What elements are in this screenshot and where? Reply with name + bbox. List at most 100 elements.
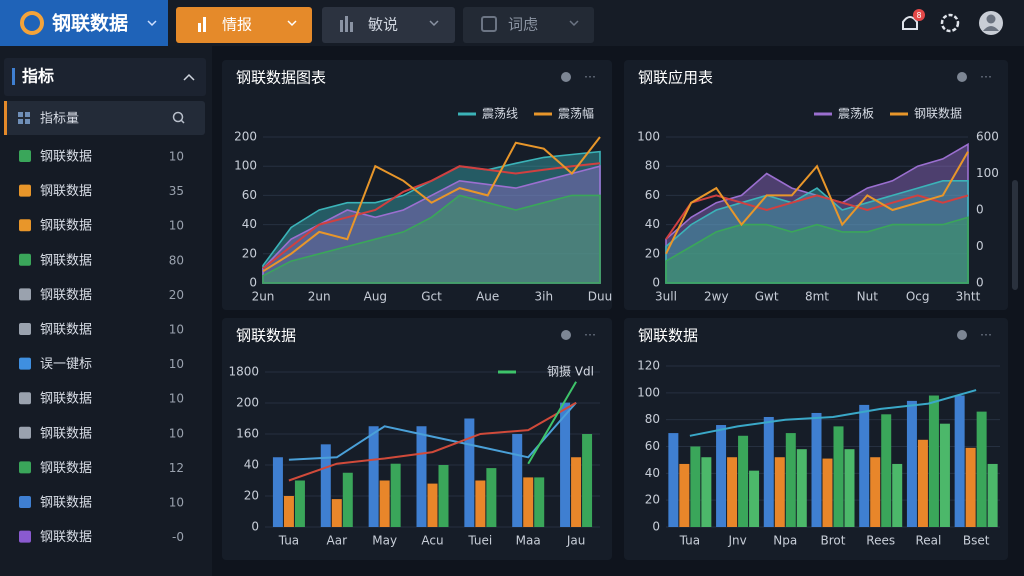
- item-count: 12: [169, 461, 184, 475]
- line: [527, 381, 577, 465]
- search-icon-grid: [18, 119, 23, 124]
- panel-icon: [957, 330, 967, 340]
- item-icon: [19, 184, 31, 197]
- bar: [716, 425, 727, 527]
- item-count: 10: [169, 496, 184, 510]
- panel-menu: ⋯: [980, 328, 992, 342]
- item-count: 10: [169, 357, 184, 371]
- x-tick-label: Gwt: [755, 290, 779, 304]
- y-tick-label: 60: [645, 439, 660, 453]
- bar: [534, 477, 545, 527]
- search-icon: [172, 111, 184, 123]
- x-tick-label: Jau: [566, 534, 586, 548]
- search-row[interactable]: [4, 101, 205, 135]
- item-label: 钢联数据: [40, 253, 92, 268]
- bar: [571, 457, 582, 527]
- bar: [749, 470, 760, 527]
- tab[interactable]: [322, 7, 455, 43]
- y-tick-label: 200: [236, 396, 259, 410]
- x-tick-label: Nut: [857, 290, 879, 304]
- x-tick-label: Aue: [476, 290, 499, 304]
- x-tick-label: Maa: [516, 534, 541, 548]
- tab[interactable]: [463, 7, 594, 43]
- item-label: 钢联数据: [40, 288, 92, 303]
- bar: [976, 411, 987, 527]
- avatar-body: [983, 26, 999, 31]
- x-tick-label: 2un: [308, 290, 331, 304]
- bar: [928, 395, 939, 527]
- item-icon: [19, 357, 31, 370]
- item-count: 35: [169, 184, 184, 198]
- x-tick-label: Bset: [963, 534, 990, 548]
- item-label: 钢联数据: [40, 461, 92, 476]
- tab-label: 敏说: [368, 16, 398, 34]
- bar: [763, 416, 774, 527]
- x-tick-label: 2un: [252, 290, 275, 304]
- panel-menu: ⋯: [584, 328, 596, 342]
- chevron: [429, 20, 439, 27]
- scrollbar[interactable]: [1012, 180, 1018, 290]
- x-tick-label: Npa: [773, 534, 797, 548]
- tab[interactable]: [176, 7, 312, 43]
- y2-tick-label: 100: [976, 166, 999, 180]
- item-icon: [19, 461, 31, 474]
- collapse-icon[interactable]: [183, 73, 195, 81]
- panel-menu: ⋯: [980, 70, 992, 84]
- x-tick-label: May: [372, 534, 397, 548]
- badge-count: 8: [916, 11, 921, 20]
- panel-icon: [957, 72, 967, 82]
- bar: [331, 499, 342, 527]
- item-icon: [19, 219, 31, 232]
- legend-label: 震荡板: [838, 107, 874, 121]
- logo-block[interactable]: [0, 0, 168, 46]
- panel-title: 钢联数据: [236, 327, 296, 345]
- y-tick-label: 20: [645, 493, 660, 507]
- settings-icon[interactable]: [940, 13, 960, 33]
- line: [665, 194, 969, 240]
- item-label: 钢联数据: [40, 530, 92, 545]
- item-icon: [19, 426, 31, 439]
- legend-label: 震荡线: [482, 107, 518, 121]
- search-icon-grid: [18, 112, 23, 117]
- y-tick-label: 1800: [228, 365, 259, 379]
- line: [288, 401, 577, 482]
- search-icon: [180, 119, 185, 124]
- y2-tick-label: 0: [976, 239, 984, 253]
- item-count: 80: [169, 253, 184, 267]
- item-label: 钢联数据: [40, 323, 92, 338]
- bar: [774, 457, 785, 527]
- bar: [379, 480, 390, 527]
- legend-label: 震荡幅: [558, 106, 594, 121]
- badge: [913, 9, 925, 21]
- y-tick-label: 0: [249, 276, 257, 290]
- search-label: 指标量: [40, 112, 79, 127]
- bar: [939, 423, 950, 527]
- tab-icon: [198, 23, 201, 32]
- chevron: [287, 20, 297, 27]
- search-icon-grid: [25, 112, 30, 117]
- y-tick-label: 0: [652, 520, 660, 534]
- bar: [965, 447, 976, 527]
- tab-icon: [203, 17, 206, 32]
- bar: [416, 426, 427, 527]
- item-icon: [19, 323, 31, 335]
- item-icon: [19, 496, 31, 508]
- accent: [12, 68, 15, 85]
- x-tick-label: Rees: [866, 534, 895, 548]
- x-tick-label: Jnv: [727, 534, 746, 548]
- bar: [438, 465, 449, 527]
- panel-title: 钢联应用表: [638, 69, 713, 87]
- bar: [464, 418, 475, 527]
- y-tick-label: 40: [645, 466, 660, 480]
- bar: [342, 472, 353, 527]
- y-tick-label: 20: [244, 489, 259, 503]
- panel-title: 钢联数据: [638, 327, 698, 345]
- x-tick-label: 3ull: [655, 290, 677, 304]
- bar: [844, 449, 855, 527]
- tab-label: 情报: [222, 16, 252, 34]
- bar: [679, 463, 690, 527]
- bell-icon[interactable]: [902, 16, 918, 30]
- logo-text: 钢联数据: [52, 12, 128, 35]
- bar: [727, 457, 738, 527]
- x-tick-label: 8mt: [805, 290, 829, 304]
